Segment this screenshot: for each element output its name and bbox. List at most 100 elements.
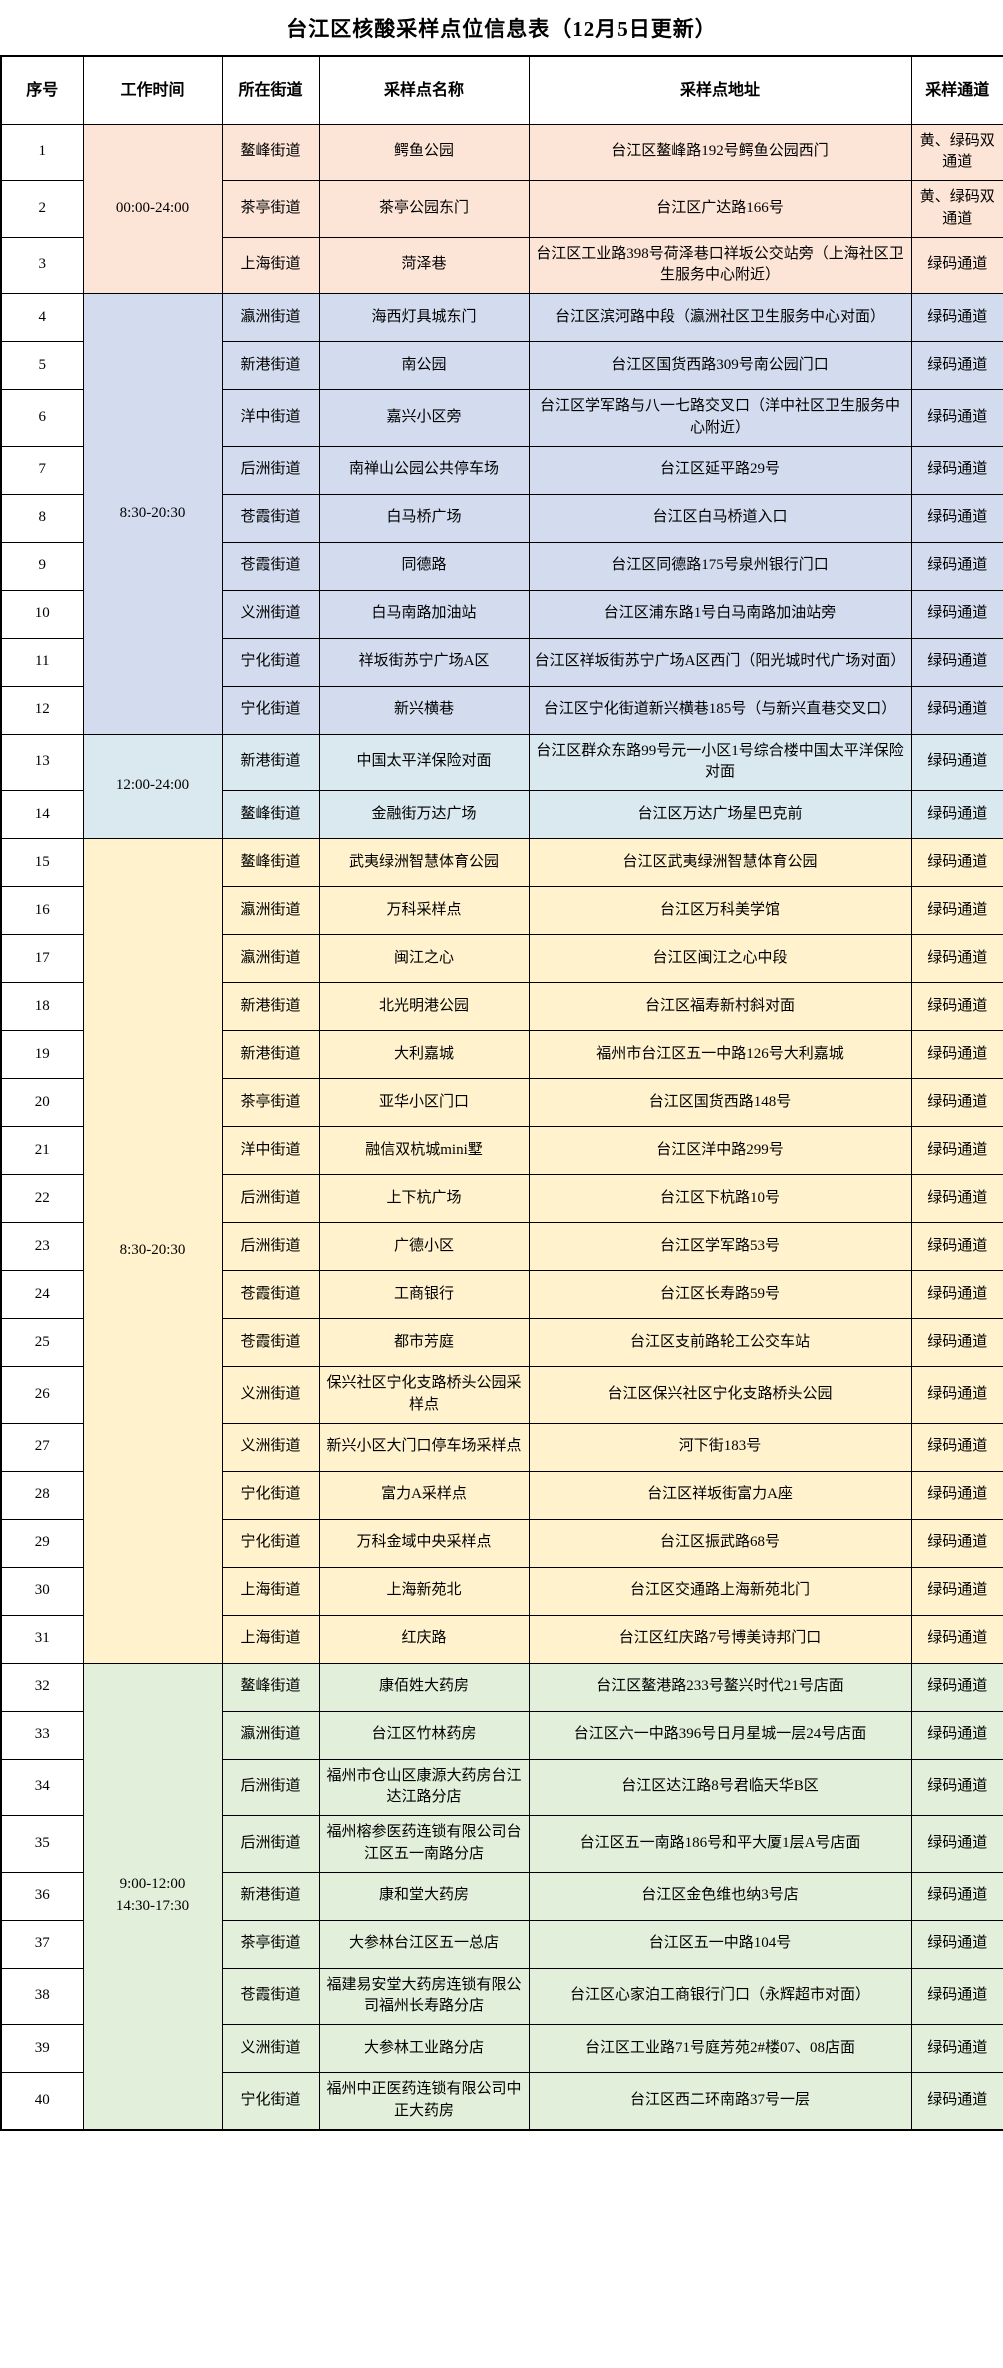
cell-street: 苍霞街道	[221, 1967, 320, 2025]
cell-street: 后洲街道	[221, 1222, 320, 1271]
cell-street: 苍霞街道	[221, 493, 320, 543]
cell-serial: 3	[0, 236, 84, 294]
cell-address: 台江区延平路29号	[528, 445, 912, 495]
header-cell-street: 所在街道	[221, 55, 320, 125]
table-row: 39 义洲街道 大参林工业路分店 台江区工业路71号庭芳苑2#楼07、08店面 绿码通道	[0, 2024, 1003, 2073]
cell-work-time: 9:00-12:00 14:30-17:30	[82, 1662, 223, 2130]
cell-serial: 33	[0, 1710, 84, 1760]
cell-serial: 2	[0, 180, 84, 238]
table-row: 10 义洲街道 白马南路加油站 台江区浦东路1号白马南路加油站旁 绿码通道	[0, 589, 1003, 639]
table-row: 5 新港街道 南公园 台江区国货西路309号南公园门口 绿码通道	[0, 341, 1003, 390]
table-row: 7 后洲街道 南禅山公园公共停车场 台江区延平路29号 绿码通道	[0, 445, 1003, 495]
cell-point-name: 茶亭公园东门	[318, 180, 530, 238]
header-cell-channel: 采样通道	[910, 55, 1003, 125]
cell-address: 台江区国货西路148号	[528, 1078, 912, 1127]
cell-point-name: 都市芳庭	[318, 1318, 530, 1367]
cell-street: 茶亭街道	[221, 1078, 320, 1127]
cell-channel: 绿码通道	[910, 685, 1003, 735]
cell-street: 后洲街道	[221, 1174, 320, 1223]
cell-street: 后洲街道	[221, 1815, 320, 1873]
cell-street: 苍霞街道	[221, 1270, 320, 1319]
cell-point-name: 福州榕参医药连锁有限公司台江区五一南路分店	[318, 1815, 530, 1873]
cell-street: 洋中街道	[221, 1126, 320, 1175]
cell-serial: 6	[0, 389, 84, 447]
page: 台江区核酸采样点位信息表（12月5日更新） 序号 工作时间 所在街道 采样点名称…	[0, 17, 1003, 2131]
cell-channel: 绿码通道	[910, 1366, 1003, 1424]
cell-address: 台江区万科美学馆	[528, 886, 912, 935]
cell-point-name: 同德路	[318, 541, 530, 591]
cell-street: 义洲街道	[221, 2024, 320, 2073]
cell-channel: 绿码通道	[910, 541, 1003, 591]
cell-work-time: 12:00-24:00	[82, 733, 223, 839]
cell-street: 瀛洲街道	[221, 1710, 320, 1760]
cell-point-name: 南禅山公园公共停车场	[318, 445, 530, 495]
cell-point-name: 亚华小区门口	[318, 1078, 530, 1127]
cell-point-name: 新兴小区大门口停车场采样点	[318, 1422, 530, 1472]
cell-address: 河下街183号	[528, 1422, 912, 1472]
cell-street: 宁化街道	[221, 637, 320, 687]
cell-point-name: 白马南路加油站	[318, 589, 530, 639]
cell-serial: 35	[0, 1815, 84, 1873]
table-row: 13 12:00-24:00 新港街道 中国太平洋保险对面 台江区群众东路99号元一小区…	[0, 733, 1003, 839]
cell-serial: 32	[0, 1662, 84, 1712]
cell-address: 台江区祥坂街苏宁广场A区西门（阳光城时代广场对面）	[528, 637, 912, 687]
table-row: 24 苍霞街道 工商银行 台江区长寿路59号 绿码通道	[0, 1270, 1003, 1319]
table-row: 17 瀛洲街道 闽江之心 台江区闽江之心中段 绿码通道	[0, 934, 1003, 983]
cell-serial: 38	[0, 1967, 84, 2025]
cell-serial: 24	[0, 1270, 84, 1319]
cell-channel: 绿码通道	[910, 1662, 1003, 1712]
cell-address: 台江区宁化街道新兴横巷185号（与新兴直巷交叉口）	[528, 685, 912, 735]
cell-point-name: 广德小区	[318, 1222, 530, 1271]
cell-point-name: 金融街万达广场	[318, 790, 530, 839]
cell-serial: 29	[0, 1518, 84, 1568]
cell-serial: 11	[0, 637, 84, 687]
cell-work-time: 8:30-20:30	[82, 293, 223, 735]
cell-address: 台江区五一中路104号	[528, 1919, 912, 1969]
cell-point-name: 福州市仓山区康源大药房台江达江路分店	[318, 1758, 530, 1816]
cell-address: 台江区洋中路299号	[528, 1126, 912, 1175]
table-row: 25 苍霞街道 都市芳庭 台江区支前路轮工公交车站 绿码通道	[0, 1318, 1003, 1367]
cell-street: 洋中街道	[221, 389, 320, 447]
cell-address: 台江区祥坂街富力A座	[528, 1470, 912, 1520]
cell-address: 台江区长寿路59号	[528, 1270, 912, 1319]
cell-channel: 绿码通道	[910, 838, 1003, 887]
cell-address: 台江区交通路上海新苑北门	[528, 1566, 912, 1616]
cell-street: 新港街道	[221, 341, 320, 390]
cell-street: 苍霞街道	[221, 1318, 320, 1367]
cell-address: 台江区福寿新村斜对面	[528, 982, 912, 1031]
cell-serial: 39	[0, 2024, 84, 2073]
cell-channel: 绿码通道	[910, 1078, 1003, 1127]
cell-street: 瀛洲街道	[221, 886, 320, 935]
cell-serial: 19	[0, 1030, 84, 1079]
cell-channel: 绿码通道	[910, 1174, 1003, 1223]
header-cell-time: 工作时间	[82, 55, 223, 125]
cell-address: 台江区广达路166号	[528, 180, 912, 238]
cell-serial: 30	[0, 1566, 84, 1616]
cell-address: 台江区六一中路396号日月星城一层24号店面	[528, 1710, 912, 1760]
cell-point-name: 工商银行	[318, 1270, 530, 1319]
cell-point-name: 红庆路	[318, 1614, 530, 1664]
cell-street: 上海街道	[221, 1614, 320, 1664]
cell-point-name: 嘉兴小区旁	[318, 389, 530, 447]
cell-address: 台江区鳌峰路192号鳄鱼公园西门	[528, 123, 912, 181]
cell-street: 新港街道	[221, 1871, 320, 1921]
cell-channel: 绿码通道	[910, 2072, 1003, 2130]
cell-channel: 绿码通道	[910, 1422, 1003, 1472]
cell-channel: 绿码通道	[910, 2024, 1003, 2073]
cell-serial: 12	[0, 685, 84, 735]
cell-point-name: 福建易安堂大药房连锁有限公司福州长寿路分店	[318, 1967, 530, 2025]
cell-point-name: 万科金域中央采样点	[318, 1518, 530, 1568]
table-row: 27 义洲街道 新兴小区大门口停车场采样点 河下街183号 绿码通道	[0, 1422, 1003, 1472]
cell-point-name: 海西灯具城东门	[318, 293, 530, 342]
cell-channel: 绿码通道	[910, 1318, 1003, 1367]
cell-street: 新港街道	[221, 1030, 320, 1079]
cell-street: 鳌峰街道	[221, 790, 320, 839]
cell-point-name: 新兴横巷	[318, 685, 530, 735]
cell-address: 台江区群众东路99号元一小区1号综合楼中国太平洋保险对面	[528, 733, 912, 791]
cell-channel: 黄、绿码双通道	[910, 180, 1003, 238]
cell-channel: 绿码通道	[910, 445, 1003, 495]
cell-street: 义洲街道	[221, 1422, 320, 1472]
table-row: 29 宁化街道 万科金域中央采样点 台江区振武路68号 绿码通道	[0, 1518, 1003, 1568]
table-row: 12 宁化街道 新兴横巷 台江区宁化街道新兴横巷185号（与新兴直巷交叉口） 绿码通道	[0, 685, 1003, 735]
cell-address: 台江区学军路53号	[528, 1222, 912, 1271]
